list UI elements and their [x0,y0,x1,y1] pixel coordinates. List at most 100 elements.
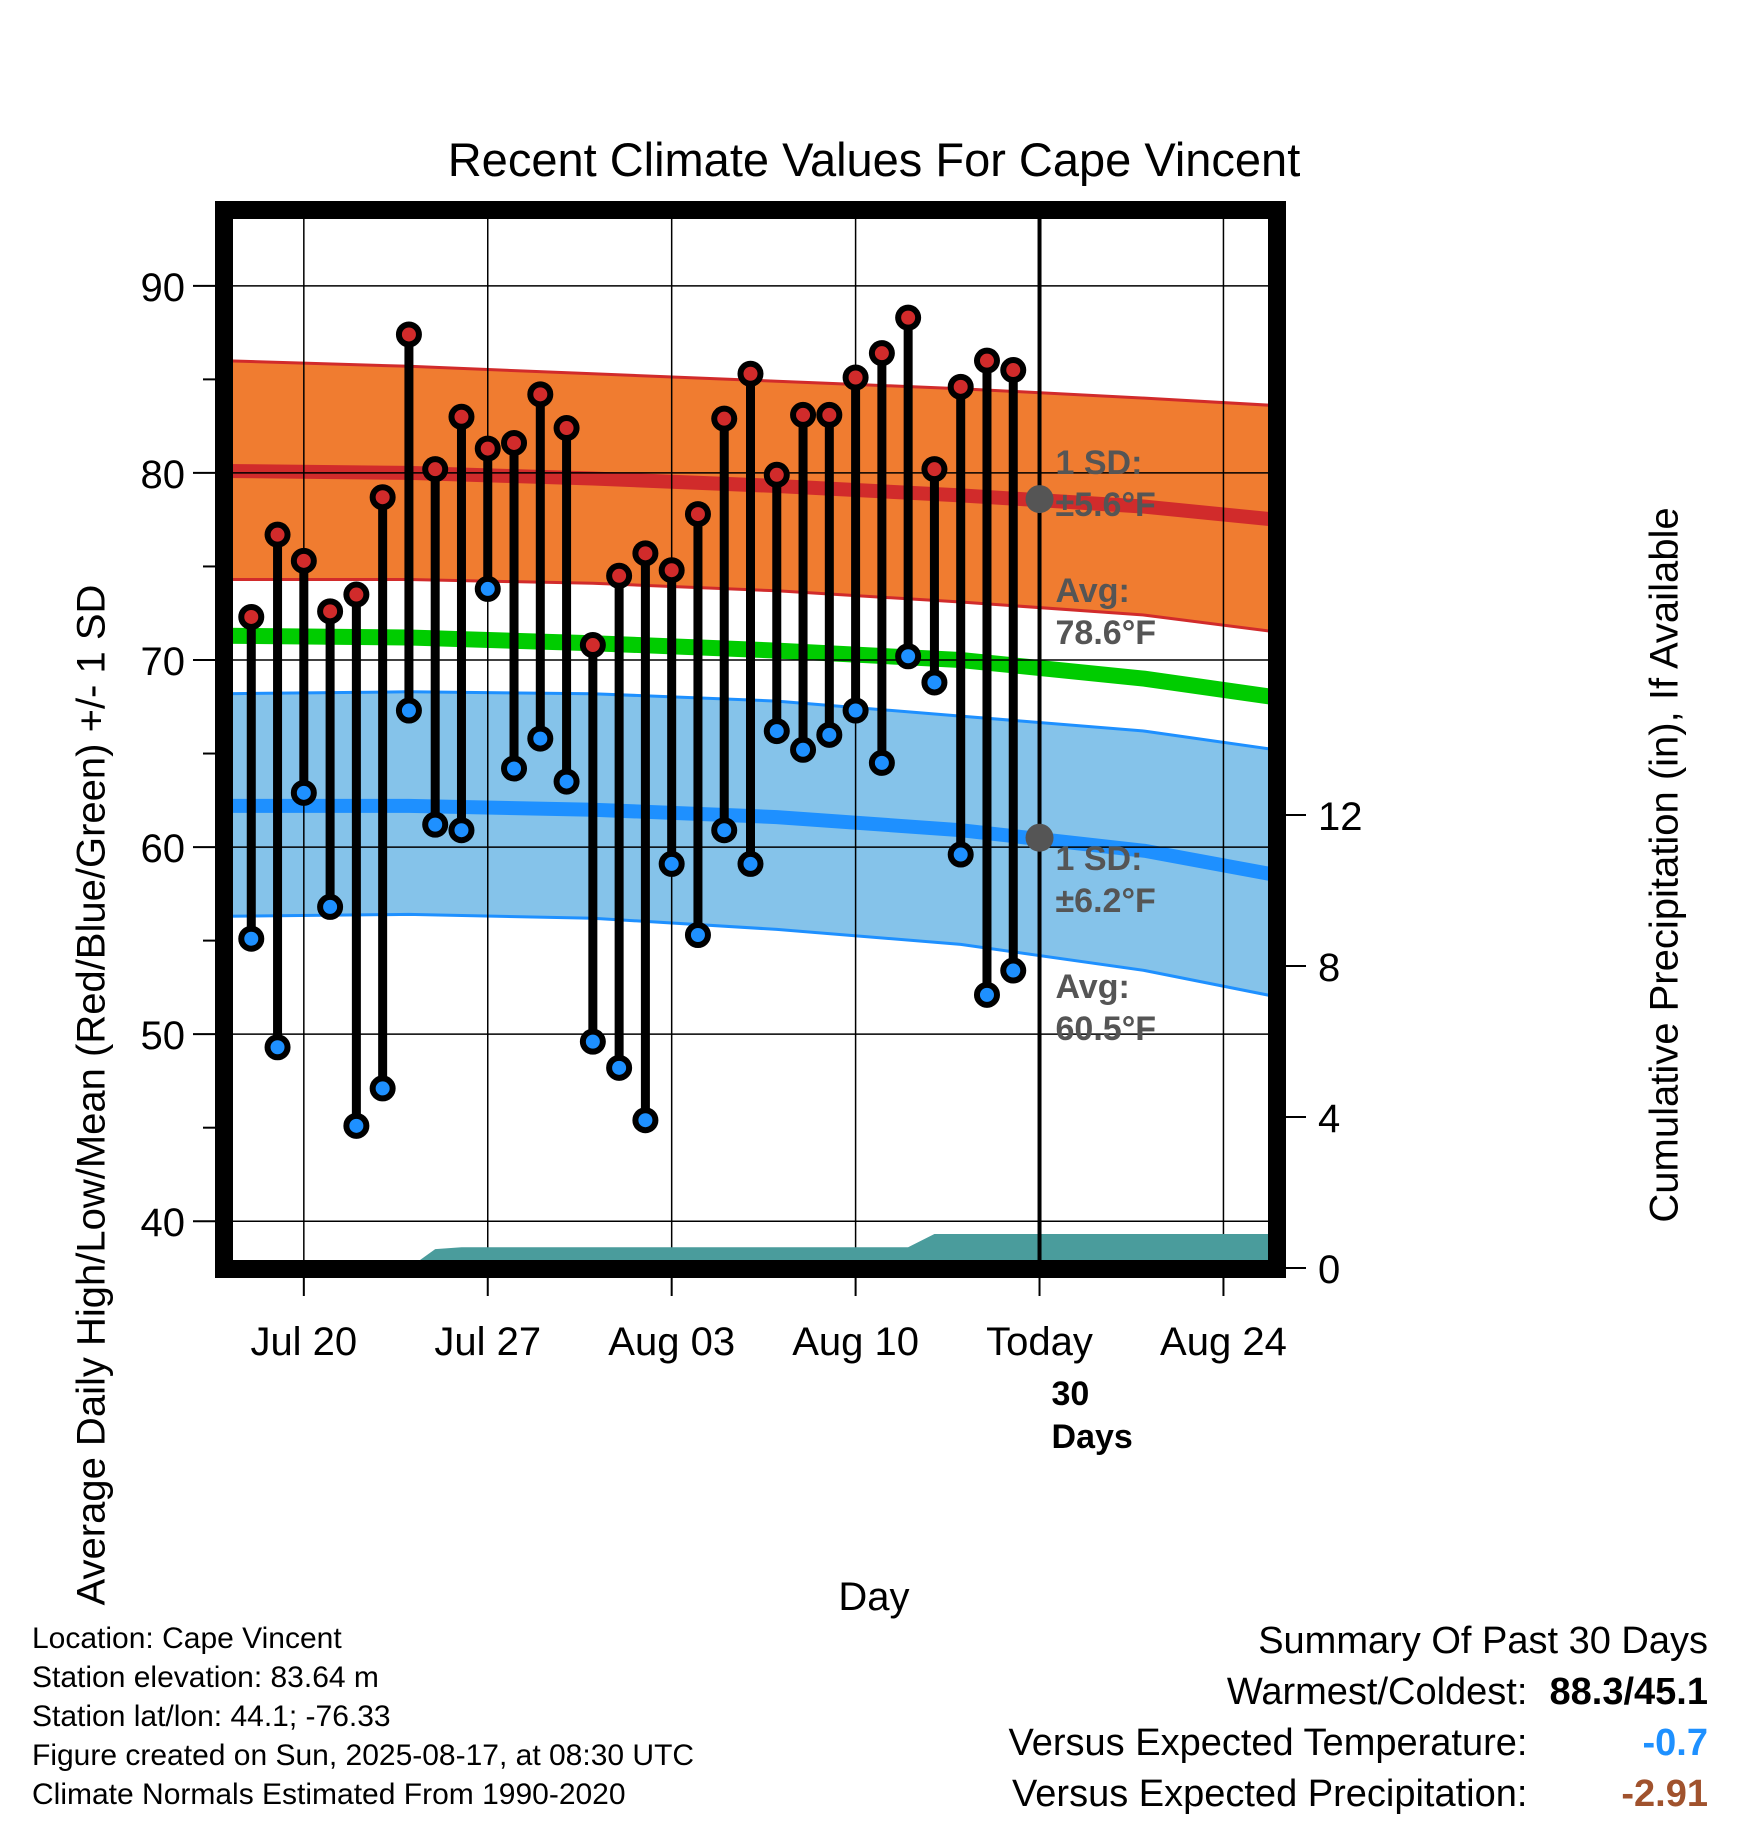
today-marker-line-1: 30 [1052,1375,1090,1413]
daily-high-point [343,581,370,608]
daily-high-point [422,456,449,483]
low-sd-lower-line [225,912,1276,999]
daily-low-point [842,697,869,724]
x-axis-label: Day [838,1575,910,1619]
daily-high-point [369,484,396,511]
daily-high-point [317,598,344,625]
daily-high-point [527,381,554,408]
summary-warm-cold: Warmest/Coldest: 88.3/45.1 [1227,1671,1708,1714]
daily-low-point [553,768,580,795]
daily-low-point [317,893,344,920]
summary-precip: Versus Expected Precipitation: -2.91 [1012,1773,1708,1816]
daily-high-point [895,304,922,331]
today-low-average-marker [1025,823,1054,852]
daily-low-point [238,925,265,952]
daily-low-point [343,1112,370,1139]
chart-title: Recent Climate Values For Cape Vincent [447,133,1301,186]
low-avg-value: 60.5°F [1056,1010,1157,1048]
low-avg-label: Avg: [1056,968,1130,1006]
daily-high-point [947,373,974,400]
info-location: Location: Cape Vincent [32,1622,342,1655]
summary-precip-value: -2.91 [1621,1773,1708,1815]
annotations: 1 SD: ±5.6°F Avg: 78.6°F 1 SD: ±6.2°F Avg: 60.5… [1025,211,1157,1456]
daily-low-point [395,697,422,724]
today-marker-line-2: Days [1052,1418,1133,1456]
info-normals: Climate Normals Estimated From 1990-2020 [32,1778,626,1811]
precipitation-area [225,1234,1276,1268]
daily-low-point [868,749,895,776]
info-elevation: Station elevation: 83.64 m [32,1661,379,1694]
daily-high-point [448,403,475,430]
x-tick-label: Jul 20 [250,1320,357,1364]
daily-low-point [816,721,843,748]
daily-high-point [632,540,659,567]
daily-high-point [658,557,685,584]
daily-high-point [842,364,869,391]
info-created: Figure created on Sun, 2025-08-17, at 08… [32,1739,695,1772]
daily-low-point [763,718,790,745]
y-tick-label: 70 [141,640,186,684]
daily-high-point [790,401,817,428]
daily-low-point [684,921,711,948]
low-sd-value: ±6.2°F [1056,882,1156,920]
y2-tick-label: 0 [1318,1248,1340,1292]
precipitation-fill [225,1234,1276,1268]
daily-high-point [711,405,738,432]
x-tick-label: Aug 03 [608,1320,735,1364]
y-axis-label: Average Daily High/Low/Mean (Red/Blue/Gr… [69,584,114,1606]
y2-tick-label: 8 [1318,946,1340,990]
daily-low-point [264,1034,291,1061]
daily-high-point [606,562,633,589]
y2-tick-label: 4 [1318,1097,1340,1141]
daily-high-point [290,547,317,574]
daily-low-point [501,755,528,782]
daily-low-point [895,643,922,670]
daily-high-point [238,603,265,630]
daily-high-point [816,401,843,428]
daily-high-point [553,415,580,442]
daily-high-point [395,321,422,348]
daily-high-point [1000,357,1027,384]
low-average-line [225,798,1276,882]
y-tick-label: 60 [141,827,186,871]
daily-low-point [790,736,817,763]
axes: 40 50 60 70 80 90 0 4 8 12 Jul 20 Jul 27 Aug 03 Aug 1… [141,201,1363,1364]
daily-low-point [658,850,685,877]
y2-tick-label: 12 [1318,795,1363,839]
summary-warm-cold-label: Warmest/Coldest: [1226,1671,1528,1713]
daily-low-point [921,669,948,696]
daily-low-point [737,850,764,877]
x-tick-label: Jul 27 [434,1320,541,1364]
daily-low-point [290,779,317,806]
x-tick-label: Today [986,1320,1093,1364]
y-tick-label: 40 [141,1201,186,1245]
daily-high-point [501,429,528,456]
summary-precip-label: Versus Expected Precipitation: [1012,1773,1528,1815]
daily-high-point [474,435,501,462]
y-tick-label: 50 [141,1014,186,1058]
daily-low-point [947,841,974,868]
summary-temp-label: Versus Expected Temperature: [1008,1722,1528,1764]
daily-low-point [369,1075,396,1102]
summary-temp: Versus Expected Temperature: -0.7 [1009,1722,1708,1765]
daily-high-point [737,360,764,387]
today-high-average-marker [1025,485,1054,514]
low-sd-label: 1 SD: [1056,840,1143,878]
daily-low-point [606,1054,633,1081]
plot-frame [215,201,1286,1278]
high-avg-label: Avg: [1056,572,1130,610]
info-latlon: Station lat/lon: 44.1; -76.33 [32,1700,391,1733]
daily-high-point [921,456,948,483]
summary-title: Summary Of Past 30 Days [1258,1620,1708,1662]
x-tick-label: Aug 24 [1160,1320,1287,1364]
daily-low-point [448,817,475,844]
daily-low-point [1000,957,1027,984]
daily-low-point [527,725,554,752]
daily-range-bars [238,304,1027,1139]
high-sd-label: 1 SD: [1056,444,1143,482]
y-tick-label: 90 [141,266,186,310]
daily-low-point [474,575,501,602]
daily-high-point [763,461,790,488]
daily-low-point [422,811,449,838]
